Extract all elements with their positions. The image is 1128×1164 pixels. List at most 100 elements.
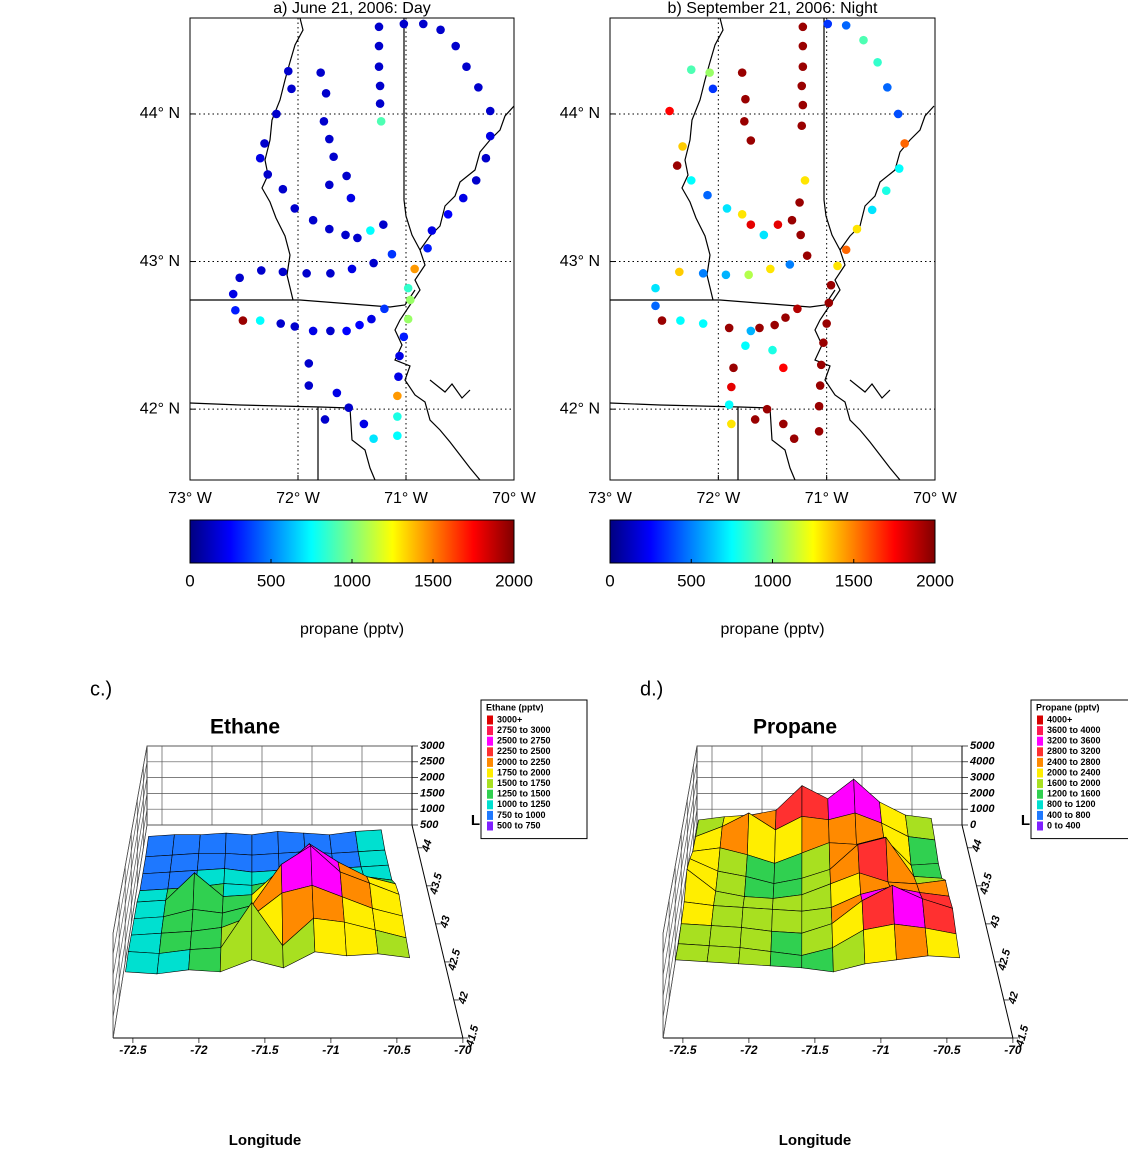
legend-swatch (487, 779, 493, 789)
data-point (798, 62, 808, 72)
data-point (399, 19, 409, 29)
legend-swatch (1037, 768, 1043, 778)
surface-cell (771, 908, 803, 934)
data-point (325, 180, 334, 190)
legend-title: Ethane (pptv) (486, 702, 544, 712)
y-tick-label: 42° N (560, 400, 600, 417)
y-tick-label: 42.5 (996, 947, 1014, 973)
z-tick-label: 0 (970, 819, 977, 831)
data-point (228, 289, 238, 299)
data-point (346, 193, 356, 203)
legend-label: 3200 to 3600 (1047, 736, 1101, 746)
grid-line (112, 777, 148, 976)
panel-label: d.) (640, 678, 663, 700)
data-point (762, 404, 772, 414)
data-point (737, 210, 747, 219)
data-point (795, 198, 804, 207)
data-point (387, 249, 397, 259)
x-tick-label: -70 (1004, 1043, 1022, 1057)
data-point (676, 316, 685, 325)
legend-label: 1000 to 1250 (497, 799, 551, 809)
data-point (686, 176, 696, 185)
data-point (406, 295, 415, 305)
data-point (873, 57, 882, 67)
surface-cell (711, 905, 744, 928)
grid-line (112, 793, 148, 997)
y-tick-label: 41.5 (464, 1023, 482, 1049)
data-point (672, 161, 682, 170)
colorbar-tick-label: 0 (605, 571, 614, 590)
data-point (657, 316, 667, 325)
data-point (342, 326, 351, 336)
y-tick-label: 44° N (560, 105, 600, 122)
surface-cell (139, 871, 171, 891)
legend-swatch (1037, 747, 1043, 757)
data-point (768, 345, 777, 355)
grid-line (112, 745, 148, 934)
y-tick-label: 43 (988, 914, 1003, 930)
surface-cell (225, 832, 253, 856)
chart-title: Propane (753, 716, 837, 739)
y-tick-label: 43° N (560, 253, 600, 270)
legend-swatch (1037, 821, 1043, 831)
legend-swatch (487, 789, 493, 799)
legend-label: 1200 to 1600 (1047, 789, 1101, 799)
x-tick-label: -70 (454, 1043, 472, 1057)
data-point (759, 230, 769, 240)
x-tick-label: -72.5 (119, 1043, 147, 1057)
x-tick-label: 72° W (696, 490, 741, 507)
legend-swatch (487, 715, 493, 725)
x-tick-label: 71° W (384, 490, 429, 507)
data-point (750, 415, 760, 424)
data-point (320, 415, 330, 424)
colorbar-tick-label: 0 (185, 571, 194, 590)
data-point (789, 434, 799, 443)
data-point (766, 264, 775, 274)
data-point (366, 226, 375, 235)
surface-cell (742, 896, 774, 910)
legend-label: 3000+ (497, 714, 522, 724)
colorbar-tick-label: 2000 (495, 571, 533, 590)
legend-swatch (1037, 810, 1043, 820)
legend-label: 750 to 1000 (497, 810, 546, 820)
data-point (326, 269, 335, 278)
data-point (755, 323, 764, 333)
data-point (698, 319, 708, 328)
x-tick-label: -70.5 (933, 1043, 961, 1057)
surface-cell (251, 831, 279, 856)
data-point (290, 204, 300, 213)
data-point (375, 99, 385, 108)
data-point (304, 359, 314, 368)
surface-cell (675, 943, 710, 963)
y-tick-label: 42 (456, 990, 471, 1006)
data-point (678, 142, 687, 151)
surface-cell (827, 778, 856, 821)
data-point (393, 431, 402, 441)
x-tick-label: -72 (740, 1043, 758, 1057)
data-point (787, 215, 797, 225)
data-point (773, 220, 783, 229)
surface-cell (125, 951, 160, 975)
data-point (462, 62, 471, 72)
data-point (256, 266, 266, 275)
y-tick-label: 41.5 (1014, 1023, 1032, 1049)
data-point (900, 139, 909, 148)
data-point (729, 363, 738, 373)
y-tick-label: 42 (1006, 990, 1021, 1006)
data-point (393, 412, 402, 421)
data-point (304, 381, 314, 390)
colorbar-tick-label: 500 (677, 571, 705, 590)
colorbar-tick-label: 1000 (333, 571, 371, 590)
data-point (474, 83, 483, 92)
surface-cell (355, 829, 386, 853)
data-point (741, 94, 750, 104)
data-point (883, 83, 892, 92)
data-point (308, 215, 318, 225)
panel-label: c.) (90, 678, 112, 700)
x-tick-label: 70° W (492, 490, 537, 507)
legend-swatch (487, 800, 493, 810)
legend-swatch (487, 747, 493, 757)
data-point (741, 341, 750, 350)
surface-cell (357, 849, 389, 868)
legend-swatch (1037, 726, 1043, 736)
